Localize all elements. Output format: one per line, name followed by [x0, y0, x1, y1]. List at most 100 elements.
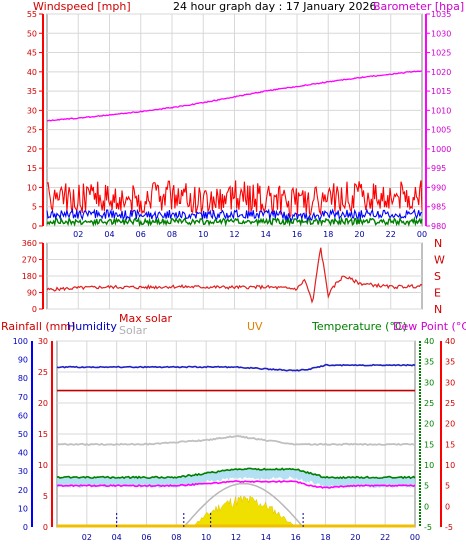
time-tick-label: 22 — [380, 533, 390, 542]
direction-tick-label: 90 — [27, 289, 37, 298]
humidity-label: Humidity — [67, 320, 117, 333]
time-tick-label: 06 — [141, 533, 151, 542]
time-tick-label: 10 — [198, 230, 208, 239]
temperature-tick-label: 35 — [424, 358, 434, 367]
humidity-tick-label: 80 — [18, 374, 28, 383]
temperature-tick-label: 20 — [424, 420, 434, 429]
temperature-tick-label: 15 — [424, 440, 434, 449]
temperature-tick-label: 0 — [424, 502, 429, 511]
time-tick-label: 18 — [320, 533, 330, 542]
rainfall-tick-label: 0 — [43, 523, 48, 532]
direction-tick-label: 0 — [32, 305, 37, 314]
dew-point-tick-label: 40 — [445, 337, 455, 346]
barometer-tick-label: 1025 — [431, 49, 451, 58]
direction-tick-label: 360 — [22, 239, 37, 248]
rainfall-tick-label: 20 — [38, 399, 48, 408]
windspeed-label: Windspeed [mph] — [33, 0, 131, 13]
compass-label: W — [434, 254, 445, 267]
temperature-range-band — [57, 468, 415, 489]
dew-point-tick-label: 25 — [445, 399, 455, 408]
humidity-axis: 0 10 20 30 40 50 60 70 80 90 100 — [13, 337, 33, 532]
direction-panel-grid — [47, 242, 422, 310]
wind-panel-series — [46, 70, 423, 228]
humidity-tick-label: 40 — [18, 449, 28, 458]
humidity-tick-label: 50 — [18, 430, 28, 439]
time-tick-label: 14 — [261, 533, 271, 542]
rainfall-tick-label: 15 — [38, 430, 48, 439]
direction-line — [46, 247, 423, 304]
humidity-tick-label: 90 — [18, 356, 28, 365]
dew-point-axis: -5 0 5 10 15 20 25 30 35 40 — [440, 337, 455, 532]
solar-radiation-area — [190, 495, 297, 528]
windspeed-tick-label: 40 — [27, 68, 37, 77]
rainfall-tick-label: 10 — [38, 461, 48, 470]
temperature-tick-label: 5 — [424, 482, 429, 491]
humidity-line — [56, 363, 416, 372]
temperature-axis: -5 0 5 10 15 20 25 30 35 40 — [419, 337, 434, 532]
time-tick-label: 22 — [386, 230, 396, 239]
time-tick-label: 08 — [171, 533, 181, 542]
barometer-axis: 980 985 990 995 1000 1005 1010 1015 1020 1025 1030… — [425, 10, 451, 231]
direction-tick-label: 270 — [22, 256, 37, 265]
rainfall-tick-label: 25 — [38, 368, 48, 377]
barometer-tick-label: 1010 — [431, 106, 451, 115]
dew-point-tick-label: 35 — [445, 358, 455, 367]
temperature-tick-label: -5 — [424, 523, 432, 532]
windspeed-tick-label: 5 — [32, 203, 37, 212]
dew-point-tick-label: 0 — [445, 502, 450, 511]
dew-point-tick-label: 30 — [445, 378, 455, 387]
dew-point-tick-label: 20 — [445, 420, 455, 429]
temperature-tick-label: 40 — [424, 337, 434, 346]
temp-panel-time-axis: 02 04 06 08 10 12 14 16 18 20 22 00 — [82, 533, 420, 542]
windspeed-axis: 0 5 10 15 20 25 30 35 40 45 50 55 — [27, 10, 44, 231]
compass-label: S — [434, 270, 441, 283]
time-tick-label: 00 — [417, 230, 427, 239]
windspeed-tick-label: 10 — [27, 183, 37, 192]
time-tick-label: 16 — [291, 533, 301, 542]
temperature-label: Temperature (°C) — [311, 320, 407, 333]
direction-tick-label: 180 — [22, 272, 37, 281]
time-tick-label: 14 — [261, 230, 271, 239]
time-tick-label: 18 — [323, 230, 333, 239]
time-tick-label: 02 — [82, 533, 92, 542]
dew-point-label: Dew Point (°C) — [393, 320, 466, 333]
direction-series — [46, 247, 423, 304]
humidity-tick-label: 60 — [18, 411, 28, 420]
time-tick-label: 06 — [136, 230, 146, 239]
direction-axis: 0 90 180 270 360 — [22, 239, 44, 314]
time-tick-label: 20 — [350, 533, 360, 542]
temperature-tick-label: 25 — [424, 399, 434, 408]
humidity-tick-label: 0 — [23, 523, 28, 532]
barometer-tick-label: 985 — [431, 203, 446, 212]
compass-label: E — [434, 287, 441, 300]
wind-line — [46, 216, 423, 228]
humidity-tick-label: 10 — [18, 504, 28, 513]
time-tick-label: 04 — [104, 230, 114, 239]
barometer-line — [46, 70, 423, 122]
barometer-tick-label: 990 — [431, 183, 446, 192]
temperature-tick-label: 30 — [424, 378, 434, 387]
dew-point-tick-label: 5 — [445, 482, 450, 491]
barometer-tick-label: 995 — [431, 164, 446, 173]
dew-point-tick-label: -5 — [445, 523, 453, 532]
graph-title: 24 hour graph day : 17 January 2026 — [173, 0, 377, 13]
barometer-tick-label: 1020 — [431, 68, 451, 77]
time-tick-label: 10 — [201, 533, 211, 542]
barometer-tick-label: 1030 — [431, 29, 451, 38]
max-solar-label: Max solar — [119, 312, 172, 325]
barometer-tick-label: 980 — [431, 222, 446, 231]
temp-panel-series — [56, 363, 416, 528]
sun-elevation-arc — [183, 482, 304, 528]
humidity-tick-label: 100 — [13, 337, 28, 346]
humidity-tick-label: 70 — [18, 393, 28, 402]
windspeed-tick-label: 0 — [32, 222, 37, 231]
time-tick-label: 12 — [231, 533, 241, 542]
barometer-tick-label: 1000 — [431, 145, 451, 154]
temperature-tick-label: 10 — [424, 461, 434, 470]
windspeed-tick-label: 55 — [27, 10, 37, 19]
time-tick-label: 08 — [167, 230, 177, 239]
temperature-line — [56, 467, 416, 480]
rainfall-tick-label: 5 — [43, 492, 48, 501]
